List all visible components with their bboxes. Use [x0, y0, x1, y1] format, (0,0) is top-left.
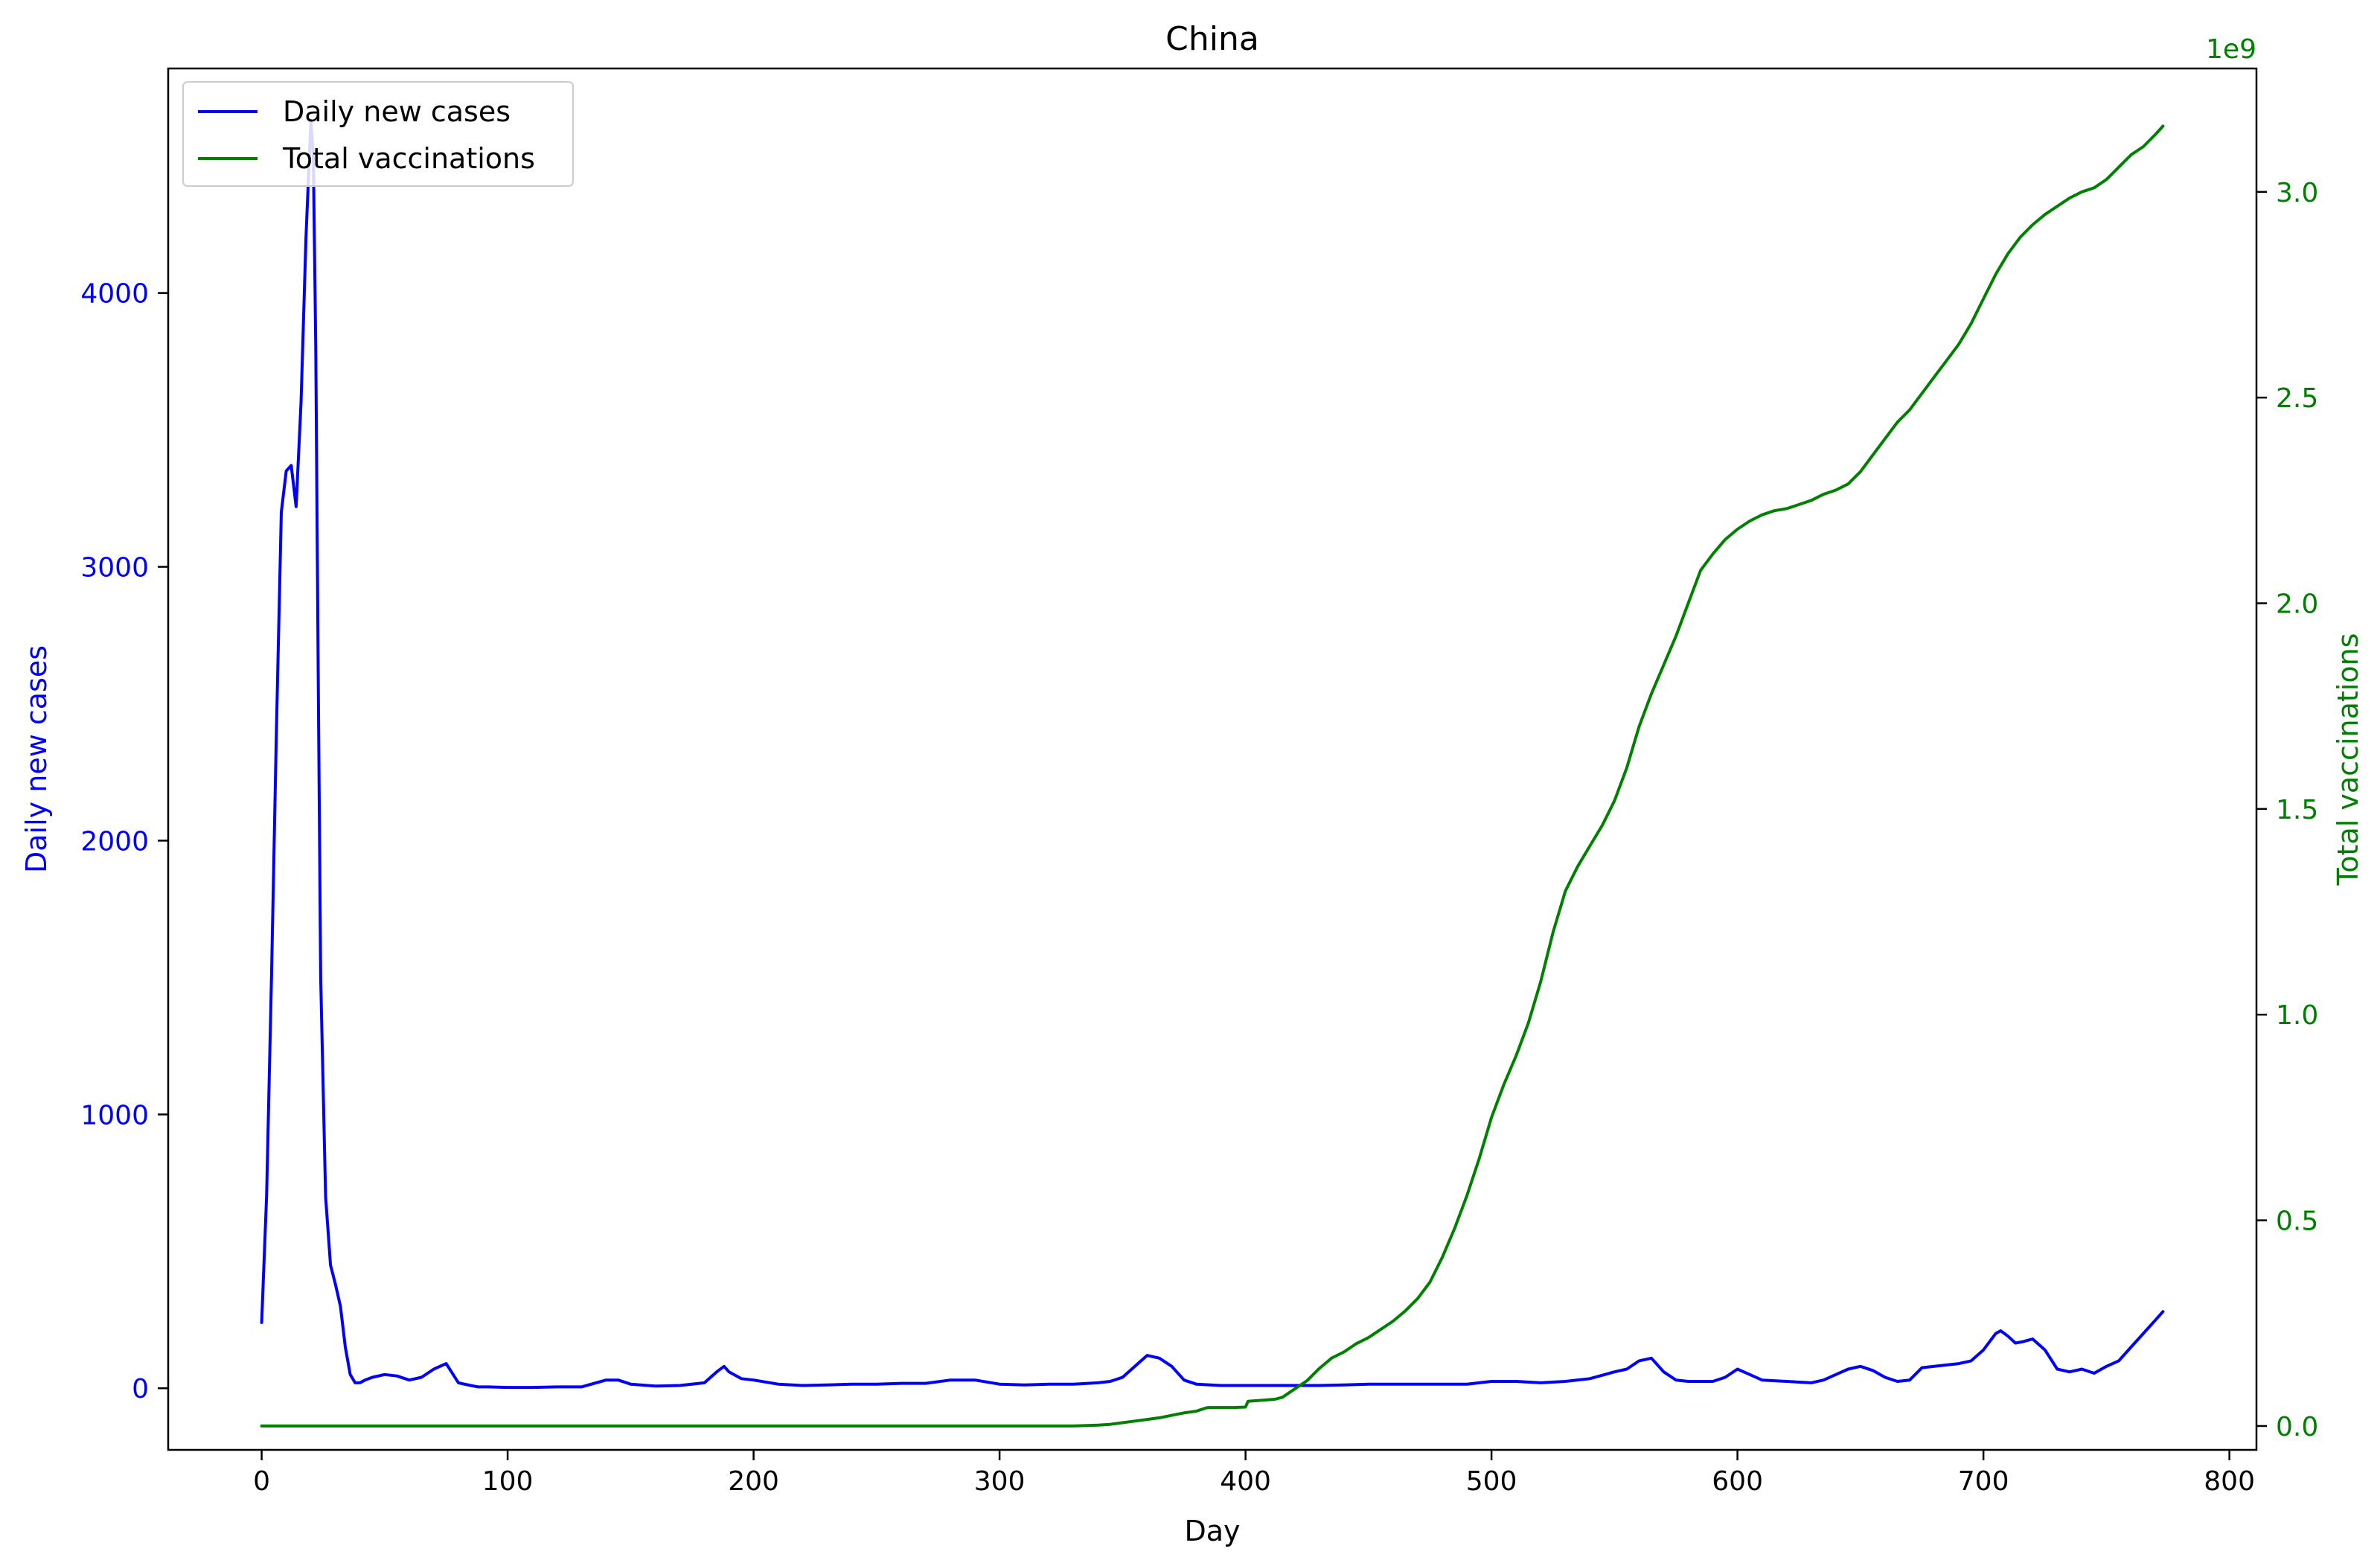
x-tick-label: 800	[2204, 1466, 2255, 1497]
right-y-axis-title: Total vaccinations	[2332, 633, 2364, 886]
series-line-total-vaccinations	[260, 124, 2165, 1428]
right-y-tick-label: 0.0	[2276, 1412, 2318, 1442]
right-y-tick-label: 3.0	[2276, 178, 2318, 208]
x-tick-label: 400	[1220, 1466, 1271, 1497]
x-axis-title: Day	[1184, 1515, 1240, 1547]
right-axis-offset-label: 1e9	[2206, 34, 2256, 65]
x-tick-label: 500	[1466, 1466, 1517, 1497]
left-y-tick-label: 1000	[80, 1100, 149, 1131]
x-tick-label: 0	[253, 1466, 270, 1497]
left-y-tick-label: 4000	[80, 279, 149, 310]
x-tick-label: 700	[1958, 1466, 2009, 1497]
legend-label-cases: Daily new cases	[283, 95, 511, 128]
legend: Daily new cases Total vaccinations	[182, 81, 574, 187]
plot-frame	[167, 67, 2258, 1451]
series-line-daily-new-cases	[260, 118, 2165, 1390]
right-y-tick-label: 2.5	[2276, 383, 2318, 414]
right-y-tick-label: 1.5	[2276, 795, 2318, 825]
right-y-tick-label: 0.5	[2276, 1206, 2318, 1237]
right-y-tick-label: 1.0	[2276, 1000, 2318, 1031]
left-y-tick-label: 0	[132, 1374, 149, 1404]
left-y-tick-label: 2000	[80, 826, 149, 857]
right-y-tick-label: 2.0	[2276, 589, 2318, 620]
x-tick-label: 600	[1712, 1466, 1763, 1497]
x-tick-label: 100	[482, 1466, 534, 1497]
left-y-tick-label: 3000	[80, 553, 149, 584]
legend-box	[182, 81, 574, 187]
x-tick-label: 200	[728, 1466, 779, 1497]
x-tick-label: 300	[974, 1466, 1026, 1497]
chart-title: China	[1165, 20, 1259, 58]
legend-label-vaccinations: Total vaccinations	[282, 142, 535, 175]
left-y-axis-title: Daily new cases	[20, 645, 53, 873]
